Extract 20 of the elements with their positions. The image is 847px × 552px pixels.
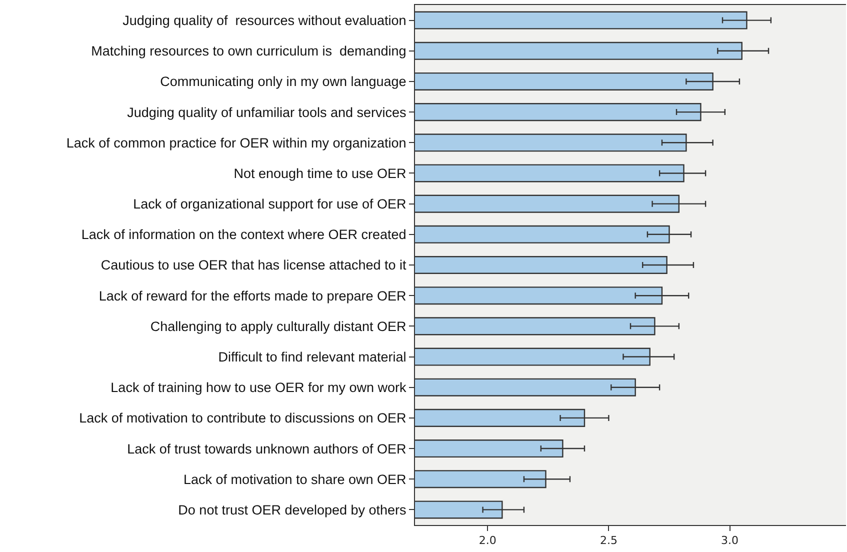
y-tick-label: Do not trust OER developed by others (178, 502, 407, 518)
x-tick-label: 3.0 (721, 534, 739, 548)
y-tick-label: Judging quality of resources without evaluation (122, 13, 406, 28)
y-tick-label: Matching resources to own curriculum is demanding (91, 44, 406, 59)
y-tick-label: Challenging to apply culturally distant OER (150, 318, 407, 334)
y-tick-label: Communicating only in my own language (160, 74, 406, 90)
y-tick-label: Lack of trust towards unknown authors of OER (127, 441, 407, 456)
x-tick-label: 2.0 (478, 534, 496, 548)
y-tick-label: Lack of motivation to contribute to discussions on OER (79, 410, 407, 426)
y-tick-label: Lack of common practice for OER within my organization (66, 135, 406, 150)
y-tick-label: Difficult to find relevant material (218, 349, 406, 364)
y-tick-label: Not enough time to use OER (234, 166, 407, 181)
y-tick-label: Lack of organizational support for use of OER (133, 196, 407, 212)
x-tick-label: 2.5 (600, 534, 618, 548)
y-tick-label: Lack of motivation to share own OER (183, 472, 407, 487)
y-tick-label: Lack of reward for the efforts made to prepare OER (98, 288, 407, 304)
y-tick-label: Lack of training how to use OER for my own work (110, 380, 407, 396)
y-tick-label: Judging quality of unfamiliar tools and services (127, 104, 407, 120)
y-tick-label: Lack of information on the context where OER created (81, 227, 406, 242)
y-tick-label: Cautious to use OER that has license attached to it (100, 258, 407, 273)
